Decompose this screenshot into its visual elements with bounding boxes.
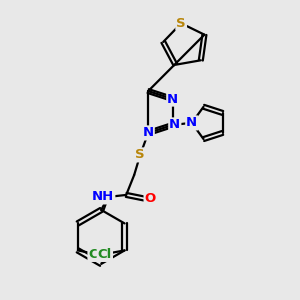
Text: O: O <box>145 192 156 206</box>
Text: S: S <box>176 17 186 30</box>
Text: N: N <box>142 126 154 140</box>
Text: NH: NH <box>92 190 114 203</box>
Text: N: N <box>167 93 178 106</box>
Text: S: S <box>135 148 145 161</box>
Text: N: N <box>169 118 180 131</box>
Text: Cl: Cl <box>88 248 103 261</box>
Text: Cl: Cl <box>98 248 112 261</box>
Text: N: N <box>186 116 197 129</box>
